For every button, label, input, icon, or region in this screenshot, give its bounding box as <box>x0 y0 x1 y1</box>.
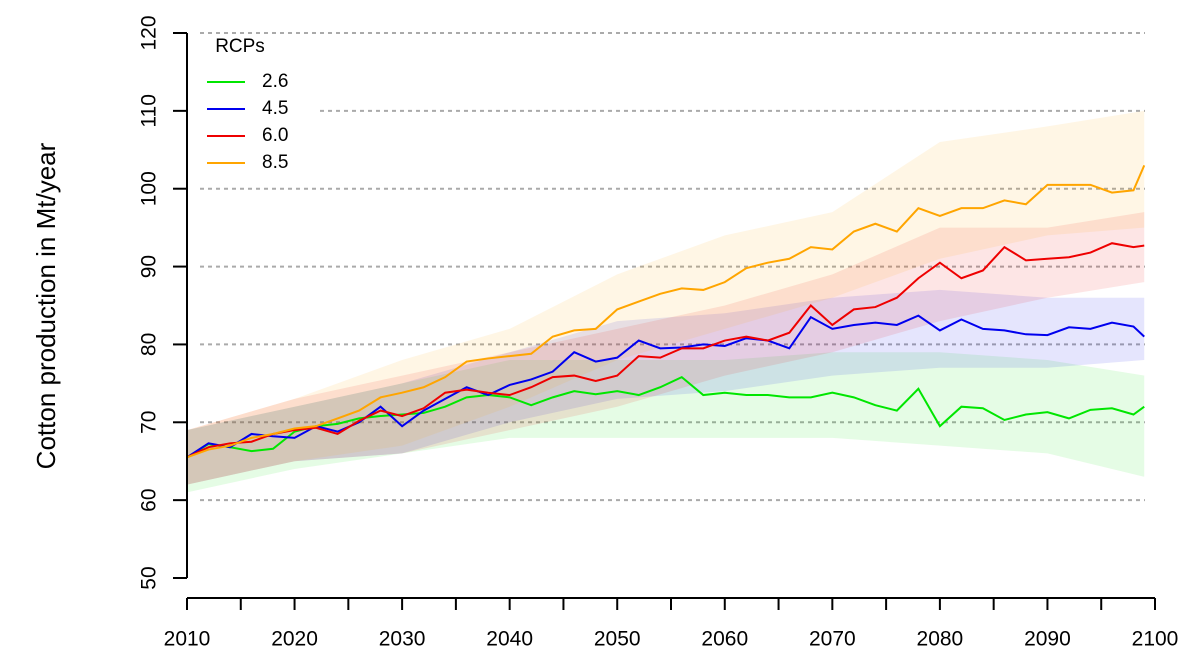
legend-label: 6.0 <box>262 125 288 146</box>
series-line <box>186 242 1145 459</box>
y-tick-label: 80 <box>138 333 161 356</box>
legend-label: 8.5 <box>262 152 288 173</box>
series-line <box>186 375 1145 459</box>
y-tick-label: 50 <box>138 566 161 589</box>
x-tick-label: 2030 <box>379 628 426 651</box>
y-tick-label: 90 <box>138 255 161 278</box>
x-tick-label: 2060 <box>701 628 748 651</box>
y-tick-label: 110 <box>138 94 161 127</box>
y-tick-label: 120 <box>138 15 161 50</box>
x-tick-label: 2080 <box>917 628 964 651</box>
uncertainty-band <box>187 110 1145 485</box>
x-tick-label: 2100 <box>1132 628 1179 651</box>
y-axis-label: Cotton production in Mt/year <box>31 142 61 469</box>
x-tick-label: 2010 <box>164 628 211 651</box>
x-tick-label: 2040 <box>486 628 533 651</box>
series-line <box>186 164 1146 459</box>
y-tick-label: 70 <box>138 411 161 434</box>
y-tick-label: 100 <box>138 171 161 206</box>
x-tick-label: 2090 <box>1024 628 1071 651</box>
y-tick-label: 60 <box>138 488 161 511</box>
legend-label: 4.5 <box>262 98 288 119</box>
x-tick-label: 2020 <box>271 628 318 651</box>
x-tick-label: 2070 <box>809 628 856 651</box>
uncertainty-band <box>187 352 1145 493</box>
x-tick-label: 2050 <box>594 628 641 651</box>
legend-title: RCPs <box>215 36 265 57</box>
uncertainty-band <box>187 289 1145 485</box>
legend-label: 2.6 <box>262 71 288 92</box>
